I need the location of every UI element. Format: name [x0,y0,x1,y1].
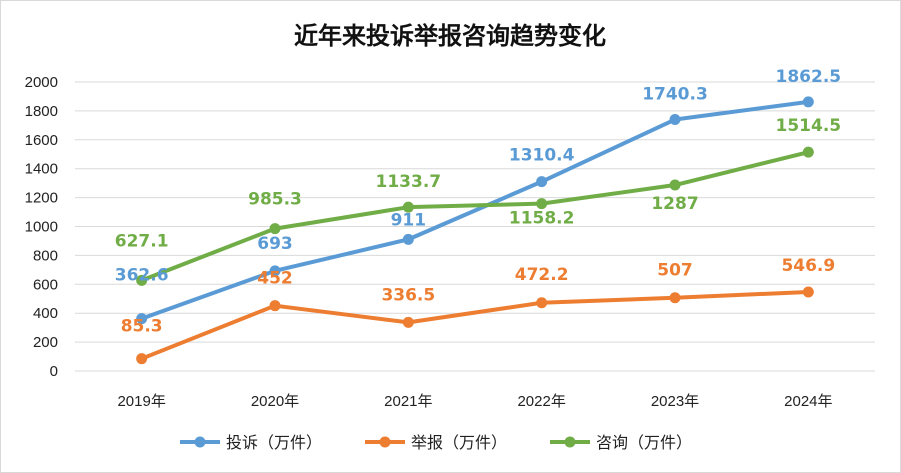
legend-item: 投诉（万件） [180,433,322,452]
data-point [136,274,148,286]
series-line-2 [139,150,811,283]
data-label: 362.6 [115,266,169,286]
data-label: 985.3 [248,190,302,210]
y-tick-label: 1800 [25,103,58,120]
data-labels: 362.6 693 911 1310.4 1740.3 1862.5 85.3 452 336.… [115,67,841,337]
data-label: 1133.7 [376,172,442,192]
data-point [536,198,548,210]
gridlines [75,81,875,372]
legend: 投诉（万件） 举报（万件） 咨询（万件） [180,433,692,452]
y-tick-label: 200 [33,334,58,351]
y-tick-label: 600 [33,276,58,293]
data-label: 1310.4 [509,146,575,166]
y-tick-label: 1000 [25,219,58,236]
x-axis-ticks: 2019年 2020年 2021年 2022年 2023年 2024年 [117,393,832,410]
data-label: 627.1 [115,231,169,251]
x-tick-label: 2023年 [651,393,699,410]
data-point [402,201,414,213]
y-tick-label: 1600 [25,132,58,149]
x-tick-label: 2020年 [251,393,299,410]
y-tick-label: 1200 [25,190,58,207]
legend-label: 举报（万件） [411,433,507,452]
data-point [802,146,814,158]
data-label: 472.2 [515,265,569,285]
data-label: 1862.5 [776,67,842,87]
data-point [269,265,281,277]
y-tick-label: 1400 [25,161,58,178]
data-label: 693 [257,234,293,254]
y-tick-label: 2000 [25,74,58,91]
data-point [136,313,148,325]
data-label: 1287 [651,194,698,214]
legend-swatch-marker [194,436,206,448]
data-point [136,353,148,365]
data-point [402,316,414,328]
data-label: 507 [657,261,693,281]
data-label: 1740.3 [642,85,708,105]
x-tick-label: 2021年 [384,393,432,410]
legend-label: 投诉（万件） [226,433,322,452]
series-line-1 [139,289,811,361]
y-axis-ticks: 0 200 400 600 800 1000 1200 1400 1600 1800 2000 [25,74,58,380]
legend-item: 举报（万件） [365,433,507,452]
legend-label: 咨询（万件） [596,433,692,452]
chart-title: 近年来投诉举报咨询趋势变化 [294,22,606,50]
data-point [402,233,414,245]
data-point [269,223,281,235]
legend-swatch-marker [564,436,576,448]
y-tick-label: 0 [50,363,58,380]
data-point [536,297,548,309]
x-tick-label: 2022年 [517,393,565,410]
series-line-0 [139,99,811,321]
data-point [802,286,814,298]
data-label: 911 [391,210,427,230]
data-label: 85.3 [121,317,163,337]
x-tick-label: 2019年 [117,393,165,410]
x-tick-label: 2024年 [784,393,832,410]
data-point [269,300,281,312]
data-label: 546.9 [781,256,835,276]
data-point [669,292,681,304]
data-point [802,96,814,108]
legend-swatch-marker [379,436,391,448]
data-point [536,176,548,188]
data-label: 452 [257,269,293,289]
y-tick-label: 800 [33,247,58,264]
data-label: 1514.5 [776,116,842,136]
data-label: 1158.2 [509,209,575,229]
data-point [669,114,681,126]
y-tick-label: 400 [33,305,58,322]
series-layer [136,96,814,365]
legend-item: 咨询（万件） [550,433,692,452]
data-label: 336.5 [381,285,435,305]
data-point [669,179,681,191]
